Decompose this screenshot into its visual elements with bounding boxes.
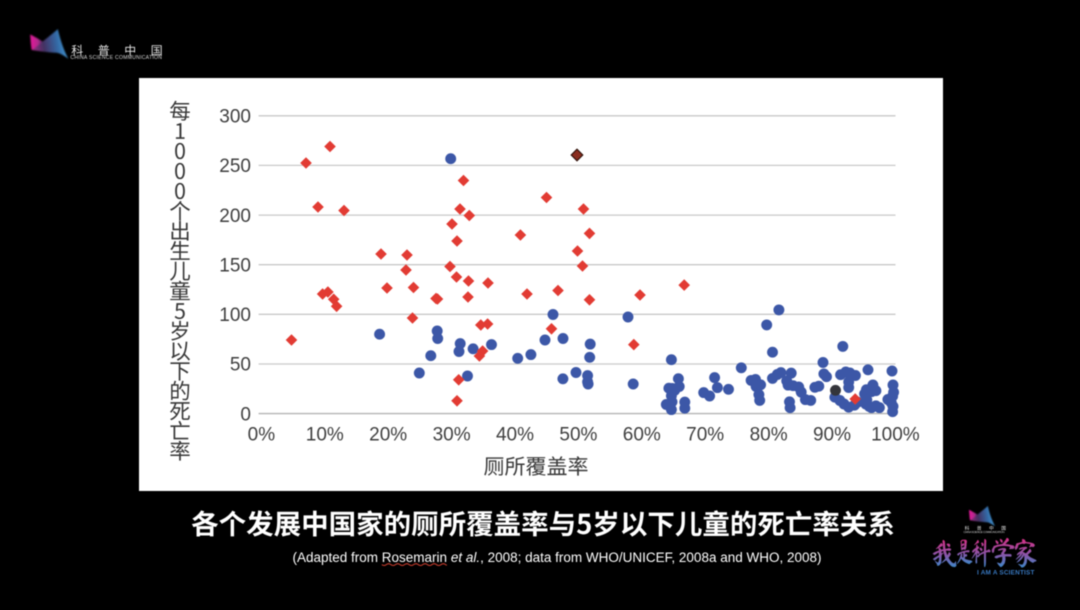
svg-text:50%: 50% [559,425,597,446]
svg-text:CHINA SCIENCE COMMUNICATION: CHINA SCIENCE COMMUNICATION [964,530,1005,534]
svg-text:50: 50 [230,355,251,376]
svg-text:60%: 60% [623,425,661,446]
svg-text:100: 100 [219,305,251,326]
svg-text:CHINA SCIENCE COMMUNICATION: CHINA SCIENCE COMMUNICATION [70,55,162,61]
svg-text:200: 200 [219,206,251,227]
svg-text:100%: 100% [871,425,920,446]
svg-text:150: 150 [219,255,251,276]
svg-text:I AM A SCIENTIST: I AM A SCIENTIST [977,570,1034,577]
svg-text:30%: 30% [433,425,471,446]
svg-text:20%: 20% [369,425,407,446]
svg-text:250: 250 [219,156,251,177]
svg-text:0%: 0% [248,425,276,446]
svg-text:10%: 10% [306,425,344,446]
svg-text:80%: 80% [750,425,788,446]
svg-text:(Adapted from Rosemarin et al.: (Adapted from Rosemarin et al., 2008; da… [292,550,821,565]
svg-text:0: 0 [240,404,251,425]
svg-text:40%: 40% [496,425,534,446]
svg-text:300: 300 [219,107,251,128]
svg-text:70%: 70% [686,425,724,446]
svg-text:90%: 90% [813,425,851,446]
